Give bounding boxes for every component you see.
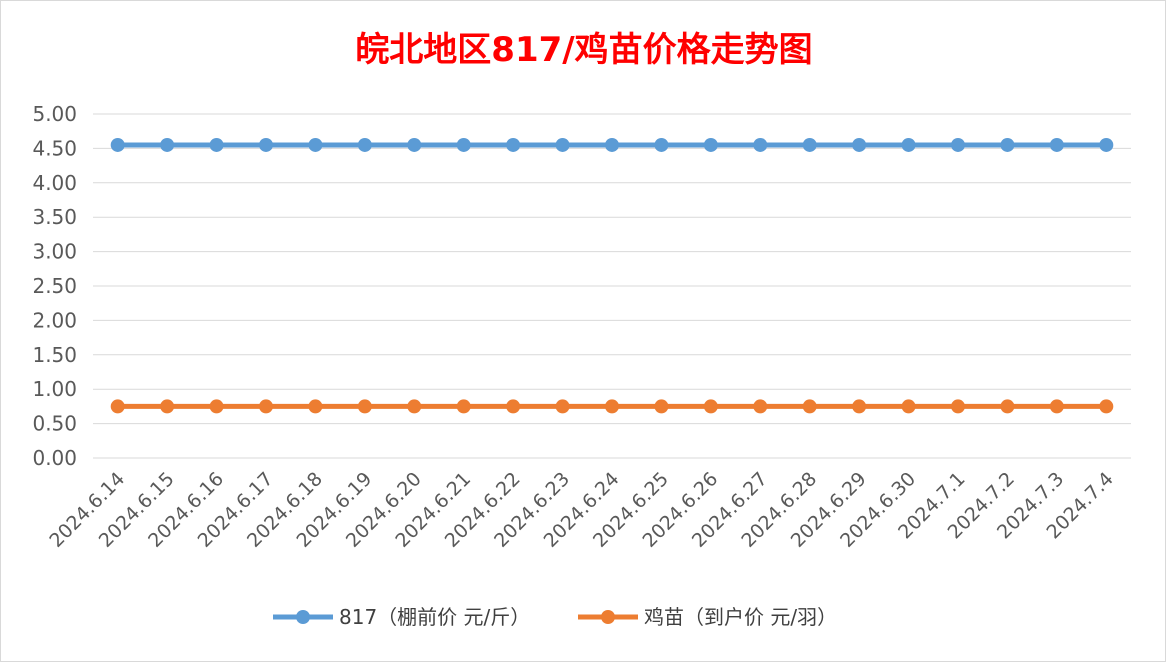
- data-point: [456, 399, 471, 414]
- data-point: [1099, 399, 1114, 414]
- data-point: [852, 399, 867, 414]
- data-point: [407, 399, 422, 414]
- data-point: [1000, 137, 1015, 152]
- legend-item: 鸡苗（到户价 元/羽）: [578, 605, 837, 629]
- data-point: [357, 137, 372, 152]
- legend: 817（棚前价 元/斤） 鸡苗（到户价 元/羽）: [273, 605, 837, 629]
- series-1: [110, 137, 1114, 152]
- data-point: [951, 399, 965, 414]
- data-point: [1000, 399, 1015, 414]
- legend-label: 817（棚前价 元/斤）: [339, 605, 530, 629]
- y-tick-label: 3.00: [32, 240, 77, 264]
- data-point: [209, 137, 224, 152]
- data-point: [110, 137, 125, 152]
- y-tick-label: 2.50: [32, 274, 77, 298]
- data-point: [703, 399, 718, 414]
- legend-swatch-marker: [296, 610, 310, 624]
- data-point: [753, 137, 768, 152]
- data-point: [209, 399, 224, 414]
- data-point: [259, 137, 273, 152]
- data-point: [901, 137, 916, 152]
- data-point: [1099, 137, 1114, 152]
- legend-swatch-marker: [601, 610, 615, 624]
- data-point: [357, 399, 372, 414]
- data-point: [654, 137, 669, 152]
- chart-title: 皖北地区817/鸡苗价格走势图: [355, 30, 812, 70]
- y-tick-label: 4.50: [32, 136, 77, 160]
- data-point: [506, 137, 521, 152]
- data-point: [308, 399, 323, 414]
- data-point: [555, 399, 570, 414]
- data-point: [555, 137, 570, 152]
- data-point: [160, 399, 175, 414]
- series-2: [110, 399, 1114, 414]
- data-point: [852, 137, 867, 152]
- data-point: [1049, 399, 1064, 414]
- data-point: [802, 399, 817, 414]
- data-point: [160, 137, 175, 152]
- x-axis-ticks: 2024.6.142024.6.152024.6.162024.6.172024…: [45, 468, 1118, 552]
- y-tick-label: 0.50: [32, 412, 77, 436]
- data-point: [110, 399, 125, 414]
- data-point: [259, 399, 273, 414]
- legend-label: 鸡苗（到户价 元/羽）: [644, 605, 837, 629]
- y-tick-label: 3.50: [32, 205, 77, 229]
- data-point: [703, 137, 718, 152]
- data-point: [605, 399, 619, 414]
- data-point: [407, 137, 422, 152]
- data-point: [456, 137, 471, 152]
- data-point: [802, 137, 817, 152]
- data-point: [901, 399, 916, 414]
- data-point: [1049, 137, 1064, 152]
- y-tick-label: 1.00: [32, 377, 77, 401]
- data-point: [753, 399, 768, 414]
- data-point: [506, 399, 521, 414]
- y-axis-ticks: 0.00 0.50 1.00 1.50 2.00 2.50 3.00 3.50 4.00 4.50…: [32, 102, 77, 470]
- data-point: [951, 137, 965, 152]
- data-point: [654, 399, 669, 414]
- y-tick-label: 4.00: [32, 171, 77, 195]
- y-tick-label: 1.50: [32, 343, 77, 367]
- y-tick-label: 0.00: [32, 446, 77, 470]
- data-point: [605, 137, 619, 152]
- series-group: [110, 137, 1114, 414]
- legend-item: 817（棚前价 元/斤）: [273, 605, 530, 629]
- data-point: [308, 137, 323, 152]
- y-tick-label: 5.00: [32, 102, 77, 126]
- y-tick-label: 2.00: [32, 308, 77, 332]
